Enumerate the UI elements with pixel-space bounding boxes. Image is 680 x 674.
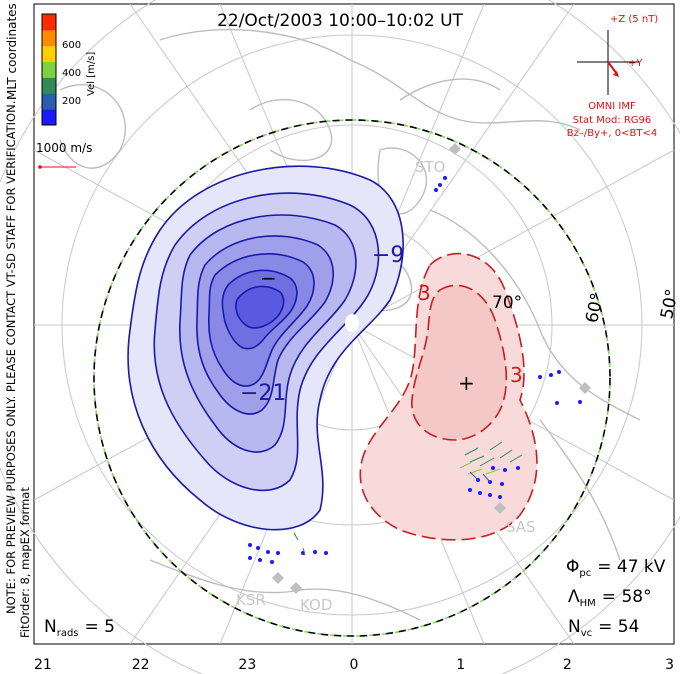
pole-gap [345,314,359,332]
colorbar-tick-200: 200 [62,96,81,107]
colorbar-segment [42,93,56,110]
colorbar-tick-600: 600 [62,40,81,51]
imf-condition: Bz–/By+, 0<BT<4 [567,128,657,139]
plot-frame [33,3,675,645]
svg-text:Φpc= 47 kV: Φpc = 47 kV [566,557,666,579]
imf-by-label: +Y [628,58,643,69]
imf-clock [577,30,640,95]
mlt-axis: 21 22 23 0 1 2 3 [34,657,674,673]
contour-label-negative: −21 [240,381,286,406]
colorbar-segment [42,45,56,63]
stat-n-vc: Nvc = 54 [568,617,639,639]
negative-convection-cell [127,165,404,531]
coords-label: MLT coordinates [5,3,19,100]
mlt-tick-label: 23 [238,657,256,673]
colorbar-segment [42,61,56,78]
colorbar-segment [42,109,56,126]
colorbar-tick-400: 400 [62,68,81,79]
station-markers [272,143,591,594]
mlt-tick-label: 3 [665,657,674,673]
mlt-tick-label: 0 [350,657,359,673]
station-kod: KOD [300,596,332,614]
mlt-tick-label: 21 [34,657,52,673]
preview-note: NOTE: FOR PREVIEW PURPOSES ONLY. PLEASE … [4,101,18,614]
imf-source: OMNI IMF [588,101,636,112]
svg-text:ΛHM= 58°: ΛHM = 58° [568,587,652,609]
stat-n-rads: Nrads = 5 [44,617,115,639]
potential-maximum-marker: + [458,371,475,395]
imf-model: Stat Mod: RG96 [573,115,652,126]
colorbar-segment [42,29,56,47]
colorbar-segment [42,77,56,94]
svg-text:Nvc= 54: Nvc = 54 [568,617,639,639]
contour-label-negative-2: −9 [372,243,404,268]
colorbar-segment [42,14,56,31]
scale-label: 1000 m/s [36,141,92,155]
station-ksr: KSR [236,591,266,609]
imf-bz-label: +Z (5 nT) [610,14,658,25]
mlt-tick-label: 22 [132,657,150,673]
fitorder-note: FitOrder: 8, mapEX format [18,487,32,638]
hm-boundary-green [93,119,611,637]
svg-text:Nrads= 5: Nrads = 5 [44,617,115,639]
contour-label-positive: 3 [418,281,431,305]
lat-label-50: 50° [657,287,680,321]
velocity-colorbar [41,13,57,126]
stat-phi-pc: Φpc = 47 kV [566,557,666,579]
plot-title: 22/Oct/2003 10:00–10:02 UT [217,11,463,31]
station-sas: SAS [506,518,536,536]
contour-label-positive-2: 3 [510,363,523,387]
stat-lambda-hm: ΛHM = 58° [568,587,652,609]
mlt-tick-label: 2 [563,657,572,673]
lat-label-70: 70° [492,293,522,313]
mlt-tick-label: 1 [456,657,465,673]
station-sto: STO [415,158,446,176]
velocity-vectors [248,176,582,564]
imf-vector [607,61,618,75]
colorbar-label: Vel [m/s] [86,52,97,96]
potential-minimum-marker: − [260,266,277,290]
